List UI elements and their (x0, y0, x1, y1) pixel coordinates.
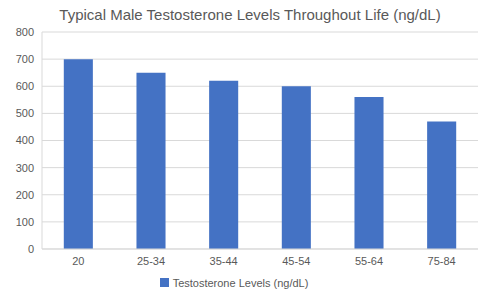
html-text:Typical Male Testosterone Leve: Typical Male Testosterone Levels Through… (59, 6, 441, 23)
svg-text:20: 20 (72, 255, 84, 267)
svg-text:45-54: 45-54 (282, 255, 310, 267)
svg-text:55-64: 55-64 (355, 255, 383, 267)
svg-text:300: 300 (16, 162, 34, 174)
svg-text:500: 500 (16, 107, 34, 119)
svg-text:75-84: 75-84 (428, 255, 456, 267)
svg-text:600: 600 (16, 80, 34, 92)
svg-text:100: 100 (16, 216, 34, 228)
svg-text:800: 800 (16, 26, 34, 38)
svg-text:200: 200 (16, 189, 34, 201)
svg-text:700: 700 (16, 53, 34, 65)
svg-text:400: 400 (16, 134, 34, 146)
html-text:Testosterone Levels (ng/dL): Testosterone Levels (ng/dL) (172, 277, 309, 289)
svg-text:35-44: 35-44 (210, 255, 238, 267)
svg-text:0: 0 (28, 243, 34, 255)
svg-text:25-34: 25-34 (137, 255, 165, 267)
